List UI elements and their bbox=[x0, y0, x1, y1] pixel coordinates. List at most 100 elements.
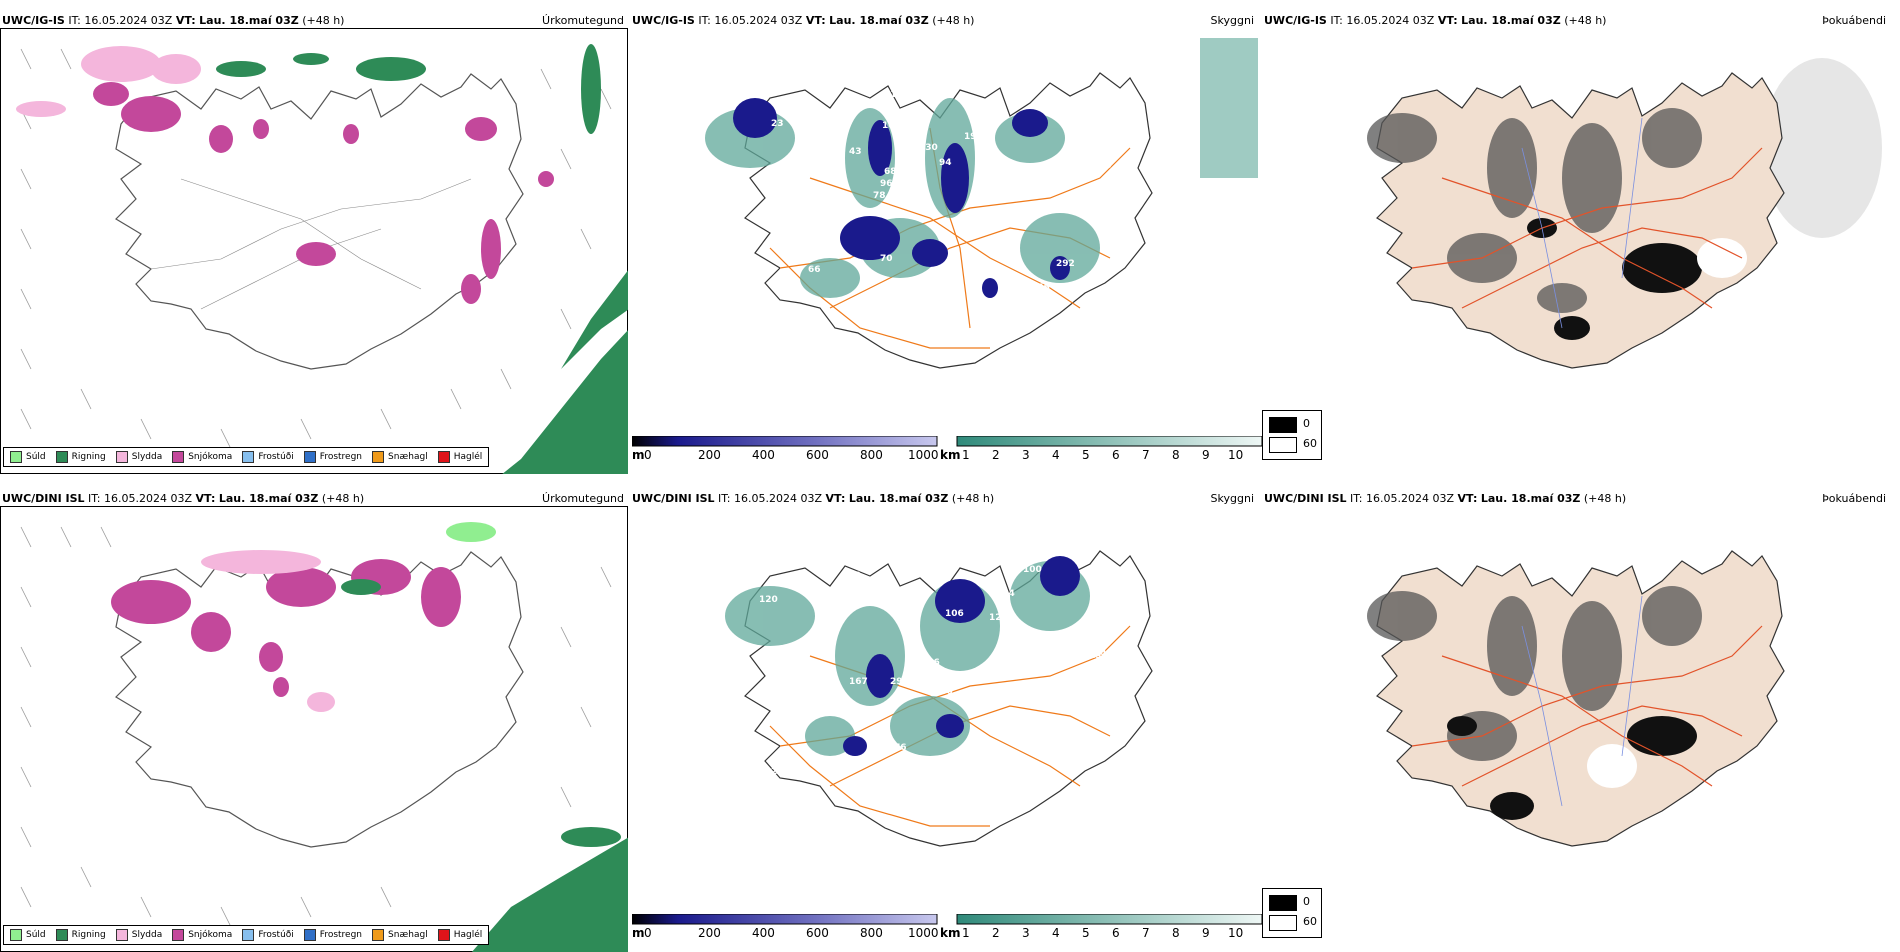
panel-title: Skyggni bbox=[1210, 492, 1254, 505]
cloud-base-label: 65 bbox=[857, 562, 870, 572]
fog-legend-bottom: 0 60 bbox=[1262, 888, 1322, 938]
fog-panel-bottom: UWC/DINI ISL IT: 16.05.2024 03Z VT: Lau.… bbox=[1262, 492, 1890, 952]
legend-swatch bbox=[115, 451, 128, 463]
cloud-base-label: 54 bbox=[783, 645, 796, 655]
fog-map bbox=[1367, 550, 1785, 847]
cloud-base-label: 251 bbox=[819, 239, 838, 249]
precip-legend: Súld Rigning Slydda Snjókoma Frostúði Fr… bbox=[3, 925, 490, 945]
cloud-base-label: 114 bbox=[787, 667, 806, 677]
precip-map bbox=[20, 522, 628, 952]
cloud-base-label: 57 bbox=[751, 274, 764, 284]
fog-swatch-white bbox=[1269, 915, 1297, 931]
cloud-base-label: 210 bbox=[765, 168, 784, 178]
cloud-base-label: 245 bbox=[967, 212, 986, 222]
panel-header: UWC/DINI ISL IT: 16.05.2024 03Z VT: Lau.… bbox=[1264, 492, 1627, 505]
cloud-base-label: 161 bbox=[783, 287, 802, 297]
cloud-base-label: 68 bbox=[884, 167, 897, 177]
vt-label: VT: bbox=[175, 14, 196, 27]
cloud-base-label: 286 bbox=[921, 658, 940, 668]
precip-map-frame: Súld Rigning Slydda Snjókoma Frostúði Fr… bbox=[0, 506, 628, 952]
cloud-base-label: 407 bbox=[1060, 283, 1079, 293]
cloud-base-label: 194 bbox=[939, 777, 958, 787]
legend-swatch bbox=[242, 451, 255, 463]
panel-title: Skyggni bbox=[1210, 14, 1254, 27]
panel-title: Úrkomutegund bbox=[542, 492, 624, 505]
cloud-map: 65 124 134 29 150 114 120 120 528 106 286 230 48 167 1… bbox=[725, 550, 1153, 847]
legend-item-rigning: Rigning bbox=[55, 451, 106, 463]
cloud-base-label: 23 bbox=[771, 119, 784, 129]
cloud-base-label: 22 bbox=[1060, 649, 1073, 659]
colorbar-unit-km: km bbox=[940, 448, 961, 462]
cloud-base-label: 268 bbox=[1066, 112, 1085, 122]
cloud-base-label: 156 bbox=[1031, 283, 1050, 293]
cloud-base-label: 70 bbox=[880, 254, 893, 264]
legend-item-slydda: Slydda bbox=[115, 451, 162, 463]
fog-map bbox=[1367, 58, 1882, 369]
cloud-base-label: 150 bbox=[934, 687, 953, 697]
legend-item-snjokoma: Snjókoma bbox=[172, 451, 232, 463]
panel-header: UWC/IG-IS IT: 16.05.2024 03Z VT: Lau. 18… bbox=[2, 14, 344, 28]
cloud-base-label: 162 bbox=[991, 211, 1010, 221]
fog-swatch-black bbox=[1269, 417, 1297, 433]
legend-swatch bbox=[55, 451, 68, 463]
cloud-base-label: 76 bbox=[894, 743, 907, 753]
legend-item-frostregn: Frostregn bbox=[303, 451, 362, 463]
cloud-base-label: 120 bbox=[759, 595, 778, 605]
legend-swatch bbox=[10, 451, 22, 463]
cloud-base-label: 66 bbox=[808, 265, 821, 275]
cloud-map: 407 210 268 78 192 161 102 130 78 43 57 66 143 94 82 23… bbox=[705, 38, 1258, 369]
fog-swatch-white bbox=[1269, 437, 1297, 453]
init-time: 16.05.2024 03Z bbox=[84, 14, 173, 27]
precip-map-frame: Súld Rigning Slydda Snjókoma Frostúði Fr… bbox=[0, 28, 628, 474]
cloud-base-label: 130 bbox=[919, 143, 938, 153]
legend-item-haglel: Haglél bbox=[437, 451, 482, 463]
panel-title: Þokuábendi bbox=[1822, 492, 1886, 505]
cloud-base-label: 121 bbox=[1066, 141, 1085, 151]
cloud-base-label: 100 bbox=[1023, 565, 1042, 575]
cloud-colorbar-bottom: m 0 200 400 600 800 1000 km 1 2 3 4 5 6 … bbox=[632, 914, 1262, 942]
fog-panel-top: UWC/IG-IS IT: 16.05.2024 03Z VT: Lau. 18… bbox=[1262, 14, 1890, 474]
cloud-base-label: 151 bbox=[777, 667, 796, 677]
legend-swatch bbox=[10, 929, 22, 941]
cloud-base-label: 96 bbox=[880, 179, 893, 189]
panel-header: UWC/IG-IS IT: 16.05.2024 03Z VT: Lau. 18… bbox=[632, 14, 975, 27]
cloud-base-label: 120 bbox=[989, 613, 1008, 623]
precip-map bbox=[16, 44, 628, 474]
legend-swatch bbox=[372, 451, 385, 463]
cloud-base-label: 29 bbox=[890, 677, 903, 687]
cloud-base-label: 192 bbox=[964, 132, 983, 142]
cloud-panel-top: UWC/IG-IS IT: 16.05.2024 03Z VT: Lau. 18… bbox=[630, 14, 1258, 474]
colorbar-gradient bbox=[632, 914, 1262, 925]
legend-swatch bbox=[115, 929, 128, 941]
legend-swatch bbox=[172, 929, 185, 941]
cloud-base-label: 22 bbox=[922, 295, 935, 305]
colorbar-gradient bbox=[632, 436, 1262, 447]
legend-item-suld: Súld bbox=[10, 451, 46, 463]
cloud-base-label: 82 bbox=[995, 214, 1008, 224]
legend-swatch bbox=[303, 451, 316, 463]
valid-time: Lau. 18.maí 03Z bbox=[199, 14, 299, 27]
cloud-base-label: 43 bbox=[849, 147, 862, 157]
cloud-base-label: 124 bbox=[996, 589, 1015, 599]
panel-header: UWC/IG-IS IT: 16.05.2024 03Z VT: Lau. 18… bbox=[1264, 14, 1607, 27]
cloud-base-label: 134 bbox=[1089, 651, 1108, 661]
cloud-base-label: 92 bbox=[989, 99, 1002, 109]
cloud-base-label: 94 bbox=[939, 158, 952, 168]
colorbar-unit-m: m bbox=[632, 448, 645, 462]
cloud-base-label: 78 bbox=[873, 191, 886, 201]
cloud-base-label: 528 bbox=[761, 681, 780, 691]
legend-swatch bbox=[242, 929, 255, 941]
cloud-base-label: 92 bbox=[1004, 637, 1017, 647]
cloud-base-label: 78 bbox=[777, 240, 790, 250]
cloud-base-label: 83 bbox=[1099, 161, 1112, 171]
cloud-base-label: 40 bbox=[746, 720, 759, 730]
cloud-base-label: 72 bbox=[817, 122, 830, 132]
legend-swatch bbox=[372, 929, 385, 941]
legend-swatch bbox=[303, 929, 316, 941]
legend-swatch bbox=[55, 929, 68, 941]
precip-legend: Súld Rigning Slydda Snjókoma Frostúði Fr… bbox=[3, 447, 490, 467]
panel-title: Þokuábendi bbox=[1822, 14, 1886, 27]
legend-item-frostudi: Frostúði bbox=[242, 451, 294, 463]
cloud-panel-bottom: UWC/DINI ISL IT: 16.05.2024 03Z VT: Lau.… bbox=[630, 492, 1258, 952]
cloud-base-label: 71 bbox=[884, 90, 897, 100]
